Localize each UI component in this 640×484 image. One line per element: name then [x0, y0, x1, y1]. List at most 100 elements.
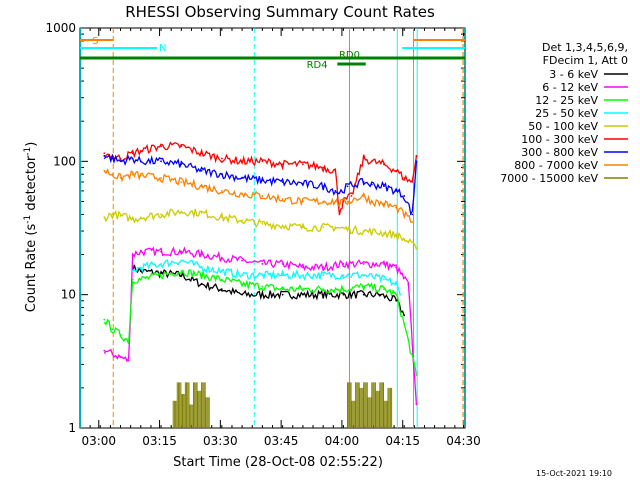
- x-tick-label: 03:15: [142, 434, 177, 448]
- data-point: [160, 213, 162, 216]
- legend-header: Det 1,3,4,5,6,9,: [542, 41, 628, 54]
- data-point: [220, 288, 223, 291]
- data-point: [139, 160, 142, 163]
- data-point: [334, 200, 337, 203]
- data-point: [403, 195, 406, 197]
- data-point: [200, 274, 203, 277]
- data-point: [261, 263, 264, 265]
- data-point: [139, 266, 142, 269]
- y-axis-label: Count Rate (s-1 detector-1): [23, 142, 39, 313]
- data-point: [261, 285, 264, 288]
- data-point: [301, 293, 304, 296]
- legend-label: 6 - 12 keV: [542, 81, 598, 94]
- data-point: [334, 226, 337, 229]
- data-point: [127, 359, 130, 362]
- series-line: [103, 268, 418, 376]
- data-point: [180, 181, 183, 183]
- series-line: [103, 153, 418, 216]
- data-point: [200, 283, 203, 286]
- legend-label: 50 - 100 keV: [528, 120, 598, 133]
- series-8: [172, 382, 393, 428]
- data-point: [370, 200, 373, 203]
- data-point: [395, 266, 398, 269]
- data-point: [160, 272, 162, 275]
- data-point: [131, 278, 134, 281]
- flag-label: RD0: [339, 50, 360, 61]
- data-point: [131, 157, 134, 160]
- data-point: [322, 288, 325, 291]
- x-tick-label: 03:45: [264, 434, 299, 448]
- flag-label: RD4: [307, 60, 328, 71]
- footer-timestamp: 15-Oct-2021 19:10: [536, 469, 612, 478]
- data-point: [281, 293, 284, 296]
- legend-label: 300 - 800 keV: [521, 146, 598, 159]
- data-point: [160, 177, 162, 179]
- data-point: [342, 274, 345, 277]
- data-point: [281, 163, 284, 166]
- data-point: [131, 173, 134, 176]
- series-5: [103, 141, 418, 216]
- data-point: [119, 214, 122, 217]
- data-point: [322, 293, 325, 296]
- data-point: [131, 253, 134, 256]
- data-point: [407, 240, 410, 243]
- y-tick-label: 100: [53, 154, 76, 168]
- data-point: [139, 250, 142, 253]
- data-point: [160, 145, 162, 148]
- data-point: [103, 216, 106, 219]
- data-point: [362, 181, 365, 183]
- data-point: [301, 288, 304, 291]
- data-point: [342, 200, 345, 203]
- data-point: [200, 266, 203, 269]
- data-point: [200, 253, 203, 256]
- data-point: [111, 352, 114, 355]
- data-point: [338, 191, 341, 194]
- data-point: [103, 152, 106, 155]
- data-point: [131, 152, 134, 155]
- data-point: [334, 190, 337, 192]
- data-point: [362, 230, 365, 232]
- data-point: [346, 228, 349, 231]
- data-point: [261, 274, 264, 277]
- flag-label: S: [92, 36, 98, 47]
- data-point: [346, 200, 349, 203]
- data-point: [362, 157, 365, 160]
- data-point: [139, 216, 142, 219]
- data-point: [334, 169, 337, 172]
- data-point: [261, 222, 264, 225]
- data-point: [139, 149, 142, 152]
- data-point: [411, 213, 414, 216]
- data-point: [395, 234, 398, 236]
- data-point: [180, 270, 183, 273]
- data-point: [180, 210, 183, 213]
- data-point: [342, 293, 345, 296]
- data-point: [241, 283, 244, 286]
- data-point: [342, 288, 345, 291]
- data-point: [241, 274, 244, 277]
- data-point: [403, 314, 406, 317]
- data-point: [241, 259, 244, 262]
- data-point: [281, 263, 284, 265]
- data-point: [411, 221, 414, 224]
- data-point: [395, 283, 398, 286]
- series-0: [131, 264, 406, 317]
- data-point: [395, 169, 398, 172]
- data-point: [362, 263, 365, 265]
- legend-header: FDecim 1, Att 0: [543, 54, 628, 67]
- data-point: [281, 274, 284, 277]
- data-point: [241, 293, 244, 296]
- series-line: [103, 246, 418, 405]
- y-tick-label: 10: [61, 288, 76, 302]
- data-point: [139, 278, 142, 281]
- data-point: [338, 210, 341, 213]
- series-line: [103, 168, 413, 223]
- data-point: [139, 270, 142, 273]
- data-point: [395, 190, 398, 192]
- data-point: [261, 195, 264, 197]
- data-point: [383, 202, 385, 205]
- data-point: [131, 218, 134, 220]
- chart-title: RHESSI Observing Summary Count Rates: [125, 3, 435, 21]
- data-point: [322, 200, 325, 203]
- y-axis-label-end: ): [24, 142, 39, 147]
